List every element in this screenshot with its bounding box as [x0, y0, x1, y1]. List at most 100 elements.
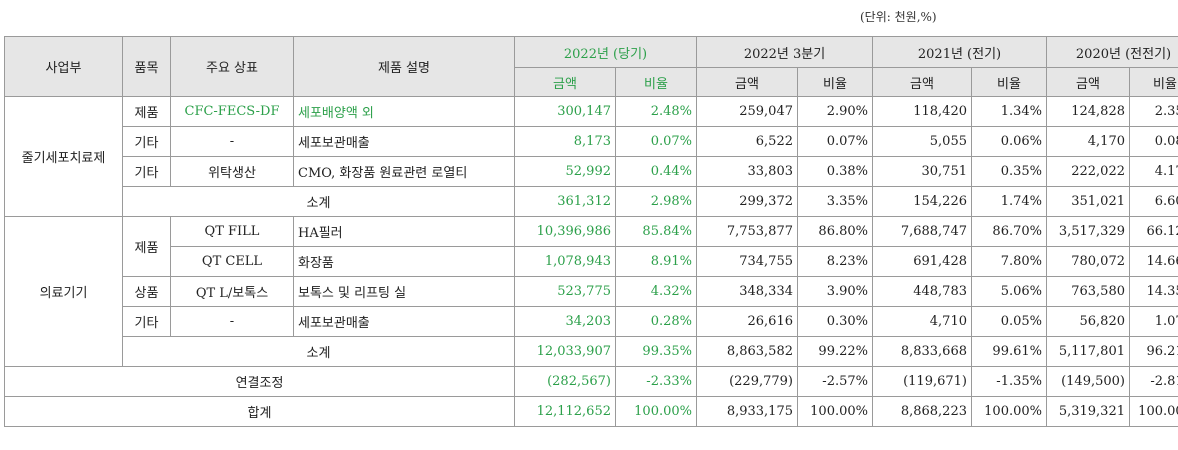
value-cell: 4.17% [1128, 156, 1178, 187]
brand-cell: QT L/보톡스 [170, 276, 294, 307]
total-label: 합계 [4, 396, 515, 427]
value-cell: (282,567) [514, 366, 616, 397]
value-cell: (149,500) [1046, 366, 1130, 397]
value-cell: 7.80% [971, 246, 1047, 277]
value-cell: 3.35% [797, 186, 873, 217]
value-cell: 56,820 [1046, 306, 1130, 337]
value-cell: 780,072 [1046, 246, 1130, 277]
unit-note: (단위: 천원,%) [860, 10, 937, 24]
value-cell: 100.00% [971, 396, 1047, 427]
description-cell: 세포보관매출 [293, 306, 515, 337]
subtotal-label: 소계 [122, 186, 515, 217]
value-cell: 124,828 [1046, 96, 1130, 127]
description-cell: 보톡스 및 리프팅 실 [293, 276, 515, 307]
value-cell: 7,753,877 [696, 216, 798, 247]
header-row-2: 금액 비율 금액 비율 금액 비율 금액 비율 [5, 67, 1178, 97]
brand-cell: - [170, 126, 294, 157]
value-cell: 4,710 [872, 306, 972, 337]
value-cell: 96.21% [1128, 336, 1178, 367]
value-cell: -1.35% [971, 366, 1047, 397]
description-cell: 세포배양액 외 [293, 96, 515, 127]
value-cell: 8.23% [797, 246, 873, 277]
value-cell: 1,078,943 [514, 246, 616, 277]
header-ratio: 비율 [797, 67, 873, 97]
header-amount: 금액 [696, 67, 798, 97]
value-cell: 3.90% [797, 276, 873, 307]
description-cell: CMO, 화장품 원료관련 로열티 [293, 156, 515, 187]
adjustment-row: 연결조정 (282,567) -2.33% (229,779) -2.57% (… [4, 366, 1178, 397]
value-cell: 33,803 [696, 156, 798, 187]
description-cell: 화장품 [293, 246, 515, 277]
header-division: 사업부 [4, 36, 123, 97]
value-cell: 8.91% [615, 246, 697, 277]
value-cell: 100.00% [797, 396, 873, 427]
table-row: 줄기세포치료제 제품 CFC-FECS-DF 세포배양액 외 300,147 2… [4, 96, 1178, 217]
value-cell: 8,863,582 [696, 336, 798, 367]
value-cell: 0.28% [615, 306, 697, 337]
value-cell: 4.32% [615, 276, 697, 307]
value-cell: 8,868,223 [872, 396, 972, 427]
value-cell: 0.08% [1128, 126, 1178, 157]
value-cell: 351,021 [1046, 186, 1130, 217]
value-cell: 12,112,652 [514, 396, 616, 427]
header-description: 제품 설명 [293, 36, 515, 97]
header-amount: 금액 [514, 67, 616, 97]
table-row: 기타 위탁생산 CMO, 화장품 원료관련 로열티 52,992 0.44% 3… [5, 156, 1178, 187]
brand-cell: CFC-FECS-DF [170, 96, 294, 127]
value-cell: 100.00% [1128, 396, 1178, 427]
value-cell: 0.07% [615, 126, 697, 157]
subtotal-label: 소계 [122, 336, 515, 367]
brand-cell: - [170, 306, 294, 337]
value-cell: -2.57% [797, 366, 873, 397]
value-cell: 734,755 [696, 246, 798, 277]
subtotal-row: 소계 361,312 2.98% 299,372 3.35% 154,226 1… [5, 186, 1178, 217]
value-cell: 259,047 [696, 96, 798, 127]
header-row-1: 사업부 품목 주요 상표 제품 설명 2022년 (당기) 2022년 3분기 … [4, 36, 1178, 97]
item-cell: 제품 [122, 216, 171, 277]
table-row: QT CELL 화장품 1,078,943 8.91% 734,755 8.23… [5, 246, 1178, 277]
item-cell: 기타 [122, 156, 171, 187]
value-cell: 30,751 [872, 156, 972, 187]
header-period-prior: 2021년 (전기) [872, 36, 1047, 68]
header-brand: 주요 상표 [170, 36, 294, 97]
value-cell: 8,833,668 [872, 336, 972, 367]
value-cell: 0.35% [971, 156, 1047, 187]
item-cell: 상품 [122, 276, 171, 307]
value-cell: 3,517,329 [1046, 216, 1130, 247]
item-cell: 기타 [122, 126, 171, 157]
value-cell: 5,117,801 [1046, 336, 1130, 367]
value-cell: 2.90% [797, 96, 873, 127]
brand-cell: 위탁생산 [170, 156, 294, 187]
value-cell: 118,420 [872, 96, 972, 127]
value-cell: 691,428 [872, 246, 972, 277]
value-cell: 14.66% [1128, 246, 1178, 277]
value-cell: 7,688,747 [872, 216, 972, 247]
value-cell: 2.48% [615, 96, 697, 127]
value-cell: 523,775 [514, 276, 616, 307]
header-period-q3: 2022년 3분기 [696, 36, 873, 68]
header-period-prior2: 2020년 (전전기) [1045, 36, 1178, 68]
value-cell: 86.70% [971, 216, 1047, 247]
description-cell: HA필러 [293, 216, 515, 247]
header-ratio: 비율 [1128, 67, 1178, 97]
value-cell: 5,319,321 [1046, 396, 1130, 427]
value-cell: -2.81% [1128, 366, 1178, 397]
value-cell: 66.12% [1128, 216, 1178, 247]
value-cell: 348,334 [696, 276, 798, 307]
value-cell: 52,992 [514, 156, 616, 187]
table-row: 상품 QT L/보톡스 보톡스 및 리프팅 실 523,775 4.32% 34… [5, 276, 1178, 307]
division-cell: 의료기기 [4, 216, 123, 367]
value-cell: 0.30% [797, 306, 873, 337]
subtotal-row: 소계 12,033,907 99.35% 8,863,582 99.22% 8,… [5, 336, 1178, 367]
value-cell: 12,033,907 [514, 336, 616, 367]
header-amount: 금액 [1046, 67, 1130, 97]
value-cell: 1.34% [971, 96, 1047, 127]
brand-cell: QT FILL [170, 216, 294, 247]
header-ratio: 비율 [971, 67, 1047, 97]
description-cell: 세포보관매출 [293, 126, 515, 157]
value-cell: 222,022 [1046, 156, 1130, 187]
header-item: 품목 [122, 36, 171, 97]
table-row: 기타 - 세포보관매출 8,173 0.07% 6,522 0.07% 5,05… [5, 126, 1178, 157]
value-cell: 8,173 [514, 126, 616, 157]
value-cell: 85.84% [615, 216, 697, 247]
